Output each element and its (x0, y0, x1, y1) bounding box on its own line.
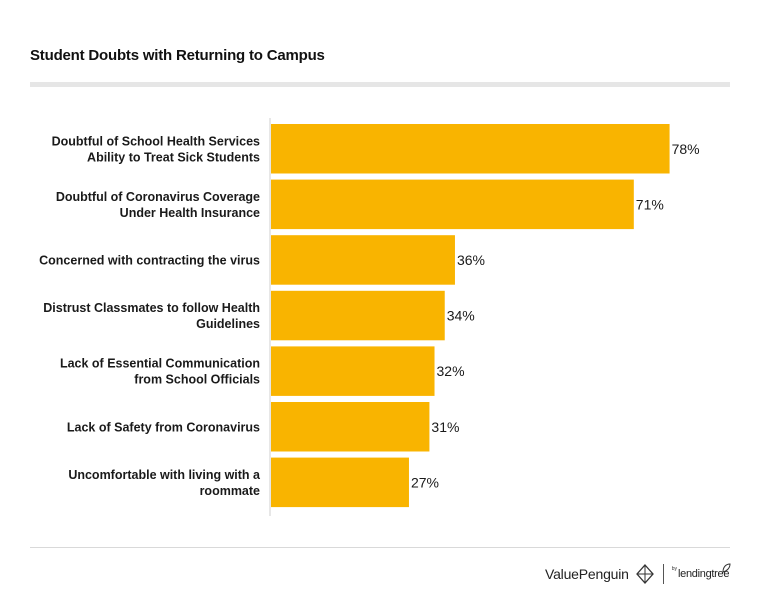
brand-separator (662, 564, 664, 584)
category-label-line: Lack of Essential Communication (60, 357, 260, 371)
category-label: Lack of Safety from Coronavirus (67, 420, 260, 434)
bar-value-label: 32% (437, 363, 465, 379)
footer-divider (30, 547, 730, 548)
valuepenguin-wordmark: ValuePenguin (545, 566, 629, 582)
partner-by-label: by (671, 566, 678, 572)
bar-value-label: 36% (457, 252, 485, 268)
bar-value-label: 78% (672, 141, 700, 157)
chart-title: Student Doubts with Returning to Campus (30, 47, 325, 64)
bar (271, 457, 409, 508)
category-label: Uncomfortable with living with a roommate (68, 468, 261, 498)
bar-value-label: 27% (411, 474, 439, 490)
category-label-line: Concerned with contracting the virus (39, 253, 260, 267)
category-label: Distrust Classmates to follow Health Guid… (43, 301, 260, 331)
category-label-line: Doubtful of Coronavirus Coverage (56, 190, 260, 204)
bar (271, 179, 634, 230)
bar (271, 290, 445, 341)
bar (271, 124, 670, 174)
category-label-line: Guidelines (196, 317, 260, 331)
bar-value-label: 31% (431, 419, 459, 435)
category-label-line: Uncomfortable with living with a (68, 468, 261, 482)
lendingtree-leaf-icon (722, 563, 731, 573)
category-label: Concerned with contracting the virus (39, 253, 260, 267)
category-label: Lack of Essential Communication from Scho… (60, 357, 260, 387)
bar (271, 402, 430, 452)
bar (271, 346, 435, 396)
category-label: Doubtful of School Health Services Abilit… (52, 134, 260, 164)
category-label-line: from School Officials (134, 373, 260, 387)
category-label-line: Distrust Classmates to follow Health (43, 301, 260, 315)
brand-footer[interactable]: ValuePenguin by lendingtree (545, 563, 731, 585)
bar-value-label: 34% (447, 308, 475, 324)
category-label-line: Doubtful of School Health Services (52, 134, 260, 148)
bar (271, 235, 455, 285)
category-label-line: roommate (200, 484, 260, 498)
category-label-line: Under Health Insurance (120, 206, 260, 220)
title-divider (30, 82, 730, 87)
category-label: Doubtful of Coronavirus Coverage Under He… (56, 190, 260, 220)
category-label-line: Lack of Safety from Coronavirus (67, 420, 260, 434)
lendingtree-wordmark: lendingtree (678, 568, 730, 580)
category-label-line: Ability to Treat Sick Students (87, 150, 260, 164)
bar-value-label: 71% (636, 196, 664, 212)
valuepenguin-logo-icon (635, 564, 654, 584)
